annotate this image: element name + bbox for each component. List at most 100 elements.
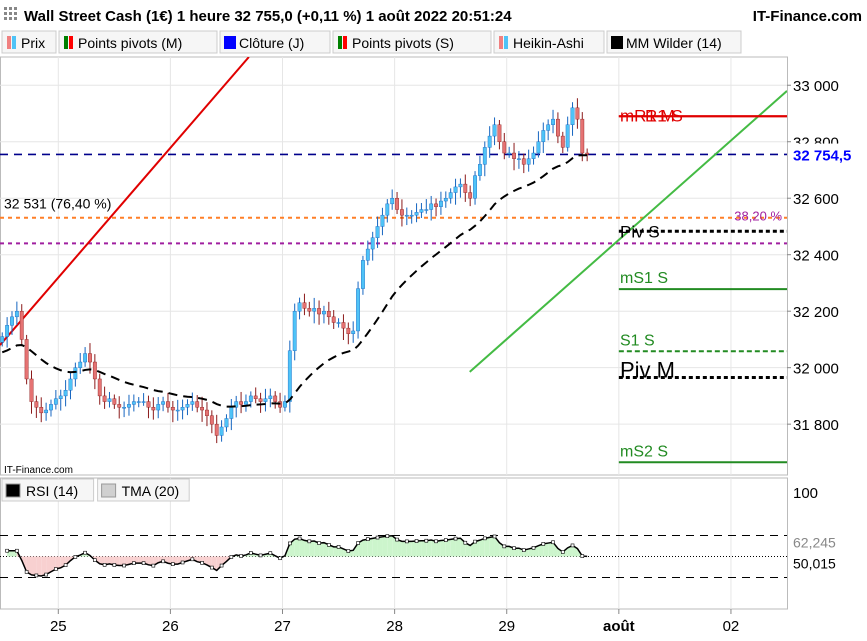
price-tick-label: 33 000 — [793, 78, 839, 95]
candle-body — [214, 423, 219, 436]
candle-body — [297, 302, 302, 312]
rsi-fill — [299, 538, 305, 557]
candle-body — [302, 302, 307, 309]
rsi-point — [5, 548, 9, 553]
rsi-fill — [436, 540, 441, 557]
moving-average-line — [1, 154, 588, 408]
rsi-fill — [172, 556, 178, 565]
rsi-point — [560, 550, 565, 554]
legend-item[interactable]: Points pivots (S) — [332, 30, 492, 54]
rsi-fill — [31, 556, 37, 576]
candle-body — [219, 426, 224, 436]
legend-item[interactable]: Heikin-Ashi — [493, 30, 605, 54]
candle-body — [112, 398, 117, 405]
price-tick-label: 32 000 — [793, 361, 839, 378]
rsi-point — [258, 553, 263, 558]
rsi-point — [346, 549, 351, 553]
fibonacci-label: 32 531 (76,40 %) — [4, 196, 111, 212]
candle-body — [341, 322, 346, 329]
rsi-point — [512, 546, 516, 550]
candle-body — [448, 192, 453, 199]
legend-item[interactable]: Points pivots (M) — [58, 30, 218, 54]
candle-body — [19, 310, 24, 340]
moving-average-layer — [1, 154, 588, 408]
rsi-fill — [445, 539, 451, 557]
candle-body — [560, 135, 565, 148]
rsi-point — [570, 543, 575, 548]
candle-body — [131, 401, 136, 405]
legend-label: Prix — [21, 35, 45, 51]
candle-body — [34, 401, 39, 408]
icon-bar — [499, 36, 503, 49]
candle-body — [507, 152, 512, 155]
price-overlays — [0, 57, 787, 464]
candle-body — [273, 395, 278, 402]
candle-body — [575, 107, 580, 120]
candle-body — [502, 141, 507, 154]
rsi-fill — [455, 538, 461, 557]
date-tick-label: 26 — [162, 618, 179, 635]
rsi-legend-item[interactable]: TMA (20) — [97, 478, 190, 502]
legend-item[interactable]: Prix — [1, 30, 57, 54]
candle-body — [336, 322, 341, 324]
rsi-fill — [475, 540, 480, 557]
rsi-point — [132, 561, 136, 565]
candle-body — [229, 407, 234, 419]
legend-item-box — [97, 478, 190, 502]
rsi-fill — [504, 546, 510, 557]
candle-body — [180, 407, 185, 411]
rsi-point — [317, 541, 321, 545]
legend-row: Prix Points pivots (M) Clôture (J) Points p… — [1, 30, 742, 54]
candle-body — [468, 192, 473, 199]
rsi-fill — [333, 546, 339, 557]
rsi-fill — [431, 539, 437, 557]
legend-item[interactable]: MM Wilder (14) — [606, 30, 742, 54]
candle-body — [497, 124, 502, 142]
candle-body — [63, 390, 68, 397]
candle-body — [53, 398, 58, 405]
candle-body — [317, 308, 321, 315]
date-tick-label: 02 — [723, 618, 740, 635]
candle-body — [185, 404, 190, 408]
rsi-legend-label: RSI (14) — [26, 483, 78, 499]
price-pane-border — [0, 56, 788, 476]
rsi-point — [541, 542, 546, 546]
candle-body — [209, 415, 214, 425]
rsi-point — [366, 537, 370, 542]
legend-item-box — [219, 30, 331, 54]
candle-body — [409, 214, 414, 217]
candle-body — [239, 401, 243, 405]
rsi-point — [453, 536, 458, 541]
candle-body — [83, 353, 88, 363]
candle-body — [205, 409, 209, 416]
candle-body — [248, 395, 253, 402]
rsi-legend-item[interactable]: RSI (14) — [1, 478, 95, 502]
candle-body — [141, 401, 146, 403]
legend-item-box — [1, 478, 95, 502]
icon-square — [224, 36, 236, 49]
rsi-fill — [416, 540, 422, 557]
candle-body — [531, 152, 536, 159]
legend-label: Clôture (J) — [239, 35, 304, 51]
trendline-1[interactable] — [0, 57, 250, 346]
rsi-point — [395, 537, 399, 542]
candle-body — [453, 186, 458, 193]
legend-item[interactable]: Clôture (J) — [219, 30, 331, 54]
rsi-fill — [450, 538, 456, 557]
candle-body — [190, 401, 195, 405]
grid-icon[interactable] — [4, 7, 17, 20]
candle-body — [556, 118, 560, 137]
rsi-fill — [221, 556, 227, 566]
candle-body — [234, 401, 239, 408]
rsi-axis: 100 62,245 50,015 — [789, 485, 851, 571]
rsi-fill — [314, 541, 320, 557]
rsi-fill — [309, 541, 315, 557]
candle-body — [478, 164, 482, 176]
candle-body — [24, 339, 29, 380]
rsi-fill — [553, 542, 558, 557]
icon-bar — [69, 36, 73, 49]
rsi-point — [171, 562, 175, 566]
rsi-point — [249, 551, 253, 555]
candle-body — [44, 409, 49, 414]
candle-body — [224, 418, 229, 428]
